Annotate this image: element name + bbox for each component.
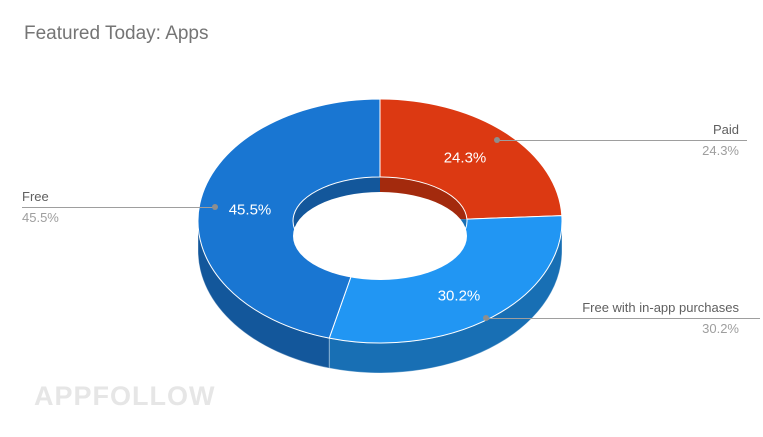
callout-dot-free-with-in-app-purchases [483, 315, 489, 321]
callout-lines [22, 137, 760, 321]
slice-value-label-free: 45.5% [229, 202, 272, 219]
callout-dot-free [212, 204, 218, 210]
callout-free-with-in-app-purchases: Free with in-app purchases 30.2% [582, 300, 739, 336]
callout-free-name: Free [22, 189, 49, 204]
appfollow-watermark: APPFOLLOW [34, 381, 216, 411]
callout-free-with-in-app-purchases-pct: 30.2% [702, 321, 739, 336]
callout-paid-name: Paid [712, 122, 739, 137]
callout-dot-paid [494, 137, 500, 143]
callout-free-with-in-app-purchases-name: Free with in-app purchases [582, 300, 739, 315]
slice-value-label-paid: 24.3% [444, 150, 487, 167]
donut-hole [293, 192, 467, 280]
callout-paid: Paid 24.3% [702, 122, 739, 158]
callout-free: Free 45.5% [22, 189, 59, 225]
slice-value-label-free-with-in-app-purchases: 30.2% [438, 288, 481, 305]
slice-value-labels: 24.3% 30.2% 45.5% [229, 150, 487, 305]
callout-paid-pct: 24.3% [702, 143, 739, 158]
pie-slice-paid[interactable] [379, 98, 563, 220]
callout-free-pct: 45.5% [22, 210, 59, 225]
chart-title: Featured Today: Apps [24, 23, 209, 44]
